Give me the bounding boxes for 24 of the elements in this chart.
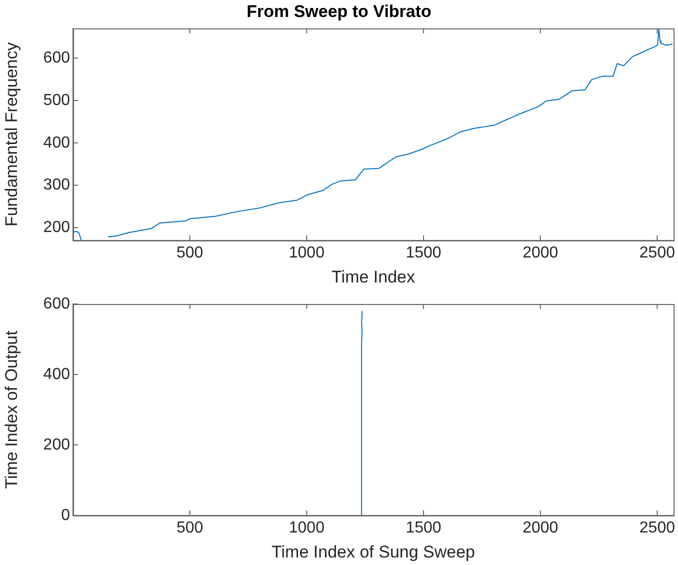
x-tick-label: 500 (176, 244, 204, 262)
y-axis-title: Time Index of Output (2, 330, 21, 489)
x-tick-label: 2000 (522, 244, 558, 262)
y-tick-label: 600 (43, 295, 70, 312)
y-tick-label: 500 (43, 92, 70, 109)
x-tick-label: 1000 (288, 244, 325, 262)
x-tick-label: 2500 (639, 244, 676, 262)
y-tick-label: 200 (43, 219, 70, 236)
y-tick-label: 400 (43, 134, 70, 152)
y-tick-label: 600 (43, 49, 70, 66)
y-tick-label: 400 (43, 366, 70, 383)
x-tick-label: 500 (176, 519, 204, 536)
x-tick-label: 2500 (639, 519, 676, 536)
chart-title: From Sweep to Vibrato (246, 2, 432, 21)
y-axis-title: Fundamental Frequency (2, 42, 21, 227)
y-tick-label: 200 (43, 436, 70, 454)
x-tick-label: 2000 (522, 519, 558, 536)
y-tick-label: 300 (43, 176, 70, 194)
x-tick-label: 1500 (406, 244, 442, 262)
y-tick-label: 0 (61, 506, 70, 524)
x-tick-label: 1500 (406, 519, 442, 536)
x-tick-label: 1000 (288, 519, 325, 536)
x-axis-title: Time Index of Sung Sweep (272, 542, 476, 562)
x-axis-title: Time Index (332, 267, 416, 286)
